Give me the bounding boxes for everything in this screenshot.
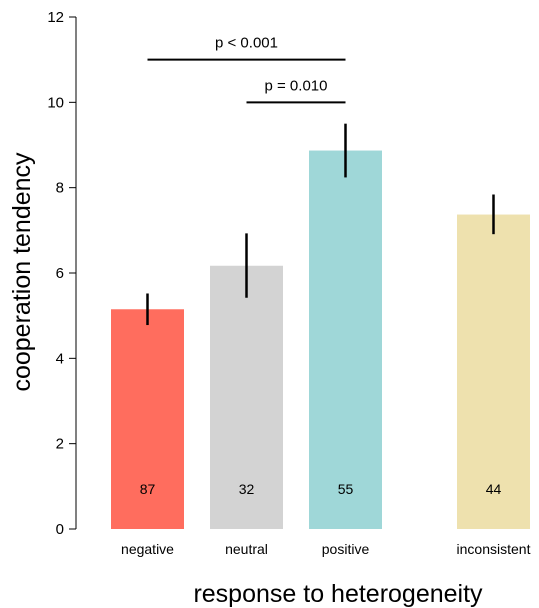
bars — [111, 150, 530, 529]
x-tick-label-negative: negative — [121, 541, 174, 557]
y-tick-label-6: 6 — [56, 265, 64, 282]
error-bars — [146, 123, 495, 326]
bar-neutral — [210, 265, 283, 529]
significance-brackets: p < 0.001 p = 0.010 — [147, 35, 346, 104]
n-label-negative: 87 — [140, 481, 156, 497]
n-label-inconsistent: 44 — [486, 481, 502, 497]
bar-positive — [309, 150, 382, 529]
significance-label-0: p < 0.001 — [215, 35, 278, 52]
y-tick-label-8: 8 — [56, 180, 64, 197]
y-tick-label-12: 12 — [47, 9, 64, 26]
n-label-neutral: 32 — [239, 481, 255, 497]
y-axis: 0 2 4 6 8 10 12 — [47, 9, 77, 538]
x-axis-title: response to heterogeneity — [193, 580, 483, 608]
bar-inconsistent — [457, 214, 530, 529]
x-tick-label-neutral: neutral — [225, 541, 268, 557]
significance-label-1: p = 0.010 — [265, 77, 328, 94]
y-tick-label-2: 2 — [56, 436, 64, 453]
labels: negative 87 neutral 32 positive 55 inconsisten… — [121, 481, 531, 557]
x-tick-label-inconsistent: inconsistent — [457, 541, 531, 557]
bar-negative — [111, 309, 184, 529]
y-tick-label-4: 4 — [56, 350, 64, 367]
x-tick-label-positive: positive — [322, 541, 370, 557]
y-axis-title: cooperation tendency — [8, 152, 36, 392]
y-tick-label-0: 0 — [56, 521, 64, 538]
y-tick-label-10: 10 — [47, 94, 64, 111]
n-label-positive: 55 — [338, 481, 354, 497]
